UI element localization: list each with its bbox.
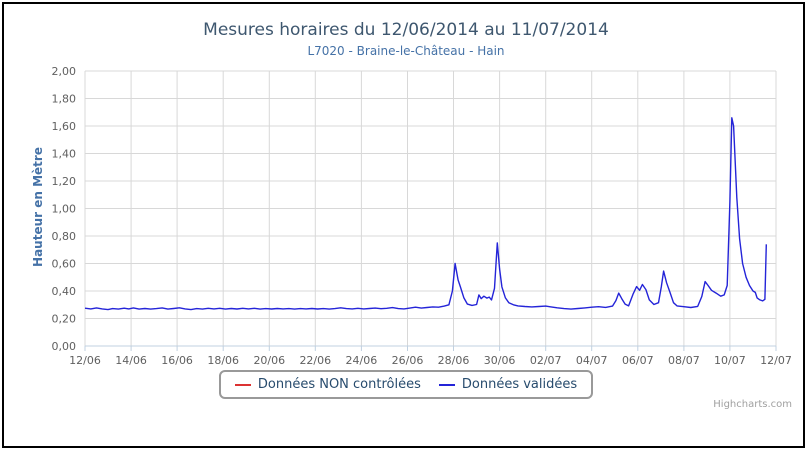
x-axis-label: 06/07 [622, 354, 654, 367]
y-axis-label: 0,60 [52, 258, 77, 271]
x-axis-label: 16/06 [161, 354, 193, 367]
y-axis-label: 0,80 [52, 230, 77, 243]
x-axis-label: 30/06 [484, 354, 516, 367]
y-axis-label: 0,40 [52, 285, 77, 298]
y-axis-label: 1,00 [52, 203, 77, 216]
x-axis-label: 04/07 [576, 354, 608, 367]
x-axis-label: 10/07 [714, 354, 746, 367]
x-axis-label: 24/06 [346, 354, 378, 367]
x-axis-label: 12/06 [69, 354, 101, 367]
y-axis-label: 1,40 [52, 148, 77, 161]
legend: Données NON contrôlées Données validées [218, 370, 594, 399]
y-axis-label: 2,00 [52, 65, 77, 78]
x-axis-label: 08/07 [668, 354, 700, 367]
x-axis-label: 26/06 [392, 354, 424, 367]
y-axis-label: 1,20 [52, 175, 77, 188]
chart-subtitle: L7020 - Braine-le-Château - Hain [307, 44, 505, 58]
x-axis-label: 02/07 [530, 354, 562, 367]
x-axis-label: 28/06 [438, 354, 470, 367]
x-axis-label: 18/06 [207, 354, 239, 367]
y-axis-label: 0,20 [52, 313, 77, 326]
legend-marker-line [438, 383, 455, 386]
y-axis-label: 1,60 [52, 120, 77, 133]
series-line-1 [84, 117, 767, 311]
x-axis-label: 22/06 [299, 354, 331, 367]
y-axis-label: 1,80 [52, 93, 77, 106]
x-axis-label: 14/06 [115, 354, 147, 367]
x-axis-label: 12/07 [760, 354, 792, 367]
legend-marker-line [234, 383, 251, 386]
legend-label: Données NON contrôlées [257, 377, 421, 392]
x-axis-label: 20/06 [253, 354, 285, 367]
legend-wrap: Données NON contrôlées Données validées [0, 370, 812, 399]
legend-item-0[interactable]: Données NON contrôlées [234, 377, 421, 392]
chart-title: Mesures horaires du 12/06/2014 au 11/07/… [203, 20, 609, 40]
highcharts-credits[interactable]: Highcharts.com [713, 399, 792, 410]
legend-label: Données validées [461, 377, 578, 392]
y-axis-label: 0,00 [52, 340, 77, 353]
legend-item-1[interactable]: Données validées [438, 377, 578, 392]
